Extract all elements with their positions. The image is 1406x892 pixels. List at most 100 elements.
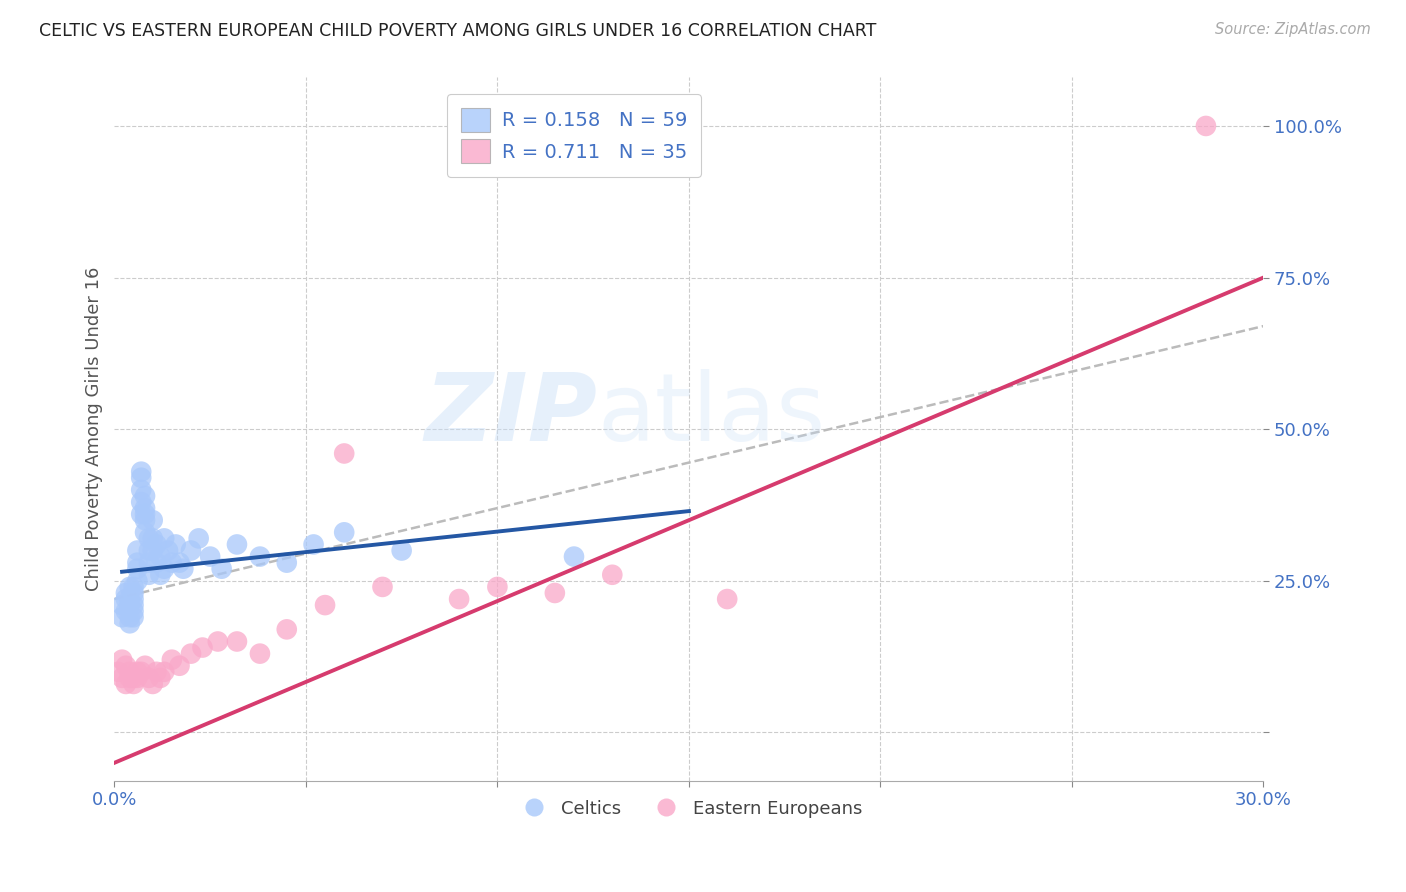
Text: ZIP: ZIP [425,369,598,461]
Point [127,671,149,685]
Point [134,525,156,540]
Point [145,537,167,551]
Point [134,489,156,503]
Point [562,549,585,564]
Point [716,592,738,607]
Point [314,598,336,612]
Point [111,610,134,624]
Point [142,513,165,527]
Y-axis label: Child Poverty Among Girls Under 16: Child Poverty Among Girls Under 16 [86,267,103,591]
Point [127,543,149,558]
Point [600,567,623,582]
Point [122,604,145,618]
Point [138,532,160,546]
Point [165,537,187,551]
Point [160,653,183,667]
Point [127,574,149,588]
Point [115,586,138,600]
Point [122,586,145,600]
Point [391,543,413,558]
Point [302,537,325,551]
Point [129,495,152,509]
Point [276,556,298,570]
Point [191,640,214,655]
Point [142,532,165,546]
Point [157,543,180,558]
Point [180,543,202,558]
Point [249,549,271,564]
Point [118,580,141,594]
Point [153,562,176,576]
Point [118,671,141,685]
Point [153,532,176,546]
Point [198,549,221,564]
Point [149,567,172,582]
Point [122,592,145,607]
Point [129,471,152,485]
Point [129,465,152,479]
Point [145,665,167,679]
Point [153,665,176,679]
Point [115,658,138,673]
Point [127,556,149,570]
Point [544,586,567,600]
Point [134,501,156,516]
Point [149,671,172,685]
Point [169,556,191,570]
Point [333,525,356,540]
Point [118,610,141,624]
Point [129,483,152,497]
Text: atlas: atlas [598,369,825,461]
Point [122,677,145,691]
Point [142,677,165,691]
Point [169,658,191,673]
Point [134,507,156,521]
Point [207,634,229,648]
Point [142,543,165,558]
Point [138,671,160,685]
Point [122,671,145,685]
Point [129,507,152,521]
Point [333,446,356,460]
Point [138,567,160,582]
Point [115,604,138,618]
Point [149,549,172,564]
Point [486,580,509,594]
Point [111,598,134,612]
Point [118,665,141,679]
Point [107,665,129,679]
Point [226,634,249,648]
Point [118,592,141,607]
Point [134,513,156,527]
Point [371,580,394,594]
Point [134,658,156,673]
Point [1195,119,1218,133]
Point [122,580,145,594]
Point [160,556,183,570]
Point [122,598,145,612]
Point [187,532,209,546]
Point [226,537,249,551]
Text: CELTIC VS EASTERN EUROPEAN CHILD POVERTY AMONG GIRLS UNDER 16 CORRELATION CHART: CELTIC VS EASTERN EUROPEAN CHILD POVERTY… [39,22,877,40]
Point [449,592,471,607]
Point [118,598,141,612]
Point [172,562,194,576]
Point [111,653,134,667]
Point [118,616,141,631]
Point [129,665,152,679]
Point [145,556,167,570]
Point [122,610,145,624]
Point [211,562,233,576]
Point [180,647,202,661]
Point [138,543,160,558]
Point [276,623,298,637]
Legend: Celtics, Eastern Europeans: Celtics, Eastern Europeans [508,792,869,825]
Point [111,671,134,685]
Text: Source: ZipAtlas.com: Source: ZipAtlas.com [1215,22,1371,37]
Point [249,647,271,661]
Point [115,592,138,607]
Point [127,665,149,679]
Point [115,677,138,691]
Point [127,562,149,576]
Point [138,556,160,570]
